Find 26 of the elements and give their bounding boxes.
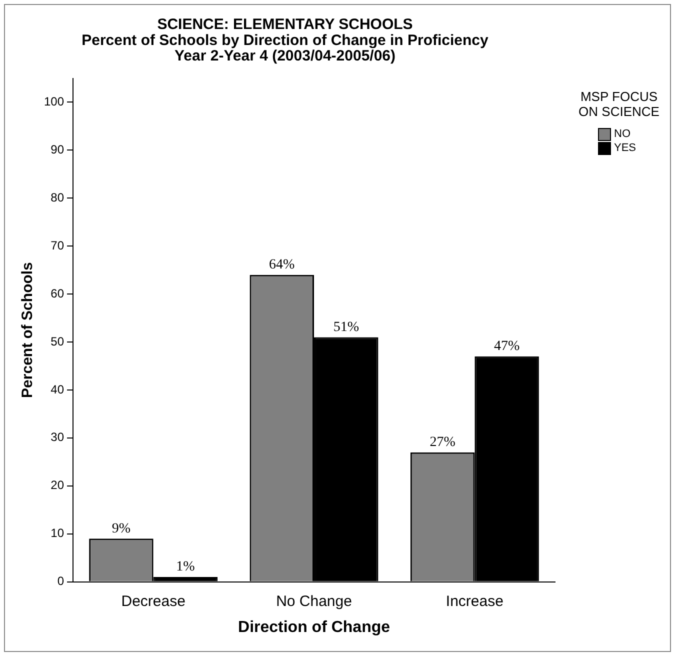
y-tick-label: 60 [50,286,64,300]
y-tick-label: 0 [57,574,64,588]
data-label: 1% [176,560,196,575]
legend-title: MSP FOCUS ON SCIENCE [578,89,660,119]
data-label: 47% [494,339,520,354]
data-label: 64% [269,258,296,273]
y-tick-label: 80 [50,190,64,204]
y-tick-label: 10 [50,526,64,540]
data-label: 27% [430,434,456,450]
x-tick-label: Increase [446,592,504,610]
y-tick-label: 90 [50,142,64,156]
y-tick-label: 70 [50,238,64,252]
legend-label: YES [614,141,636,155]
data-label: 51% [333,320,360,335]
y-axis-title: Percent of Schools [19,262,36,398]
x-tick-label: Decrease [121,592,186,610]
legend-label: NO [614,127,630,141]
y-tick-label: 50 [50,334,64,348]
x-axis-title: Direction of Change [238,618,390,636]
y-tick-label: 30 [50,430,64,444]
data-label: 9% [112,521,131,536]
y-tick-label: 100 [44,94,64,109]
y-tick-label: 40 [50,382,64,396]
x-tick-label: No Change [276,592,352,610]
chart-title: SCIENCE: ELEMENTARY SCHOOLS Percent of Schools by Direction of Change in Proficiency Year 2-Year 4 (2003/04-2005/06) [82,16,490,65]
y-tick-label: 20 [50,478,64,492]
